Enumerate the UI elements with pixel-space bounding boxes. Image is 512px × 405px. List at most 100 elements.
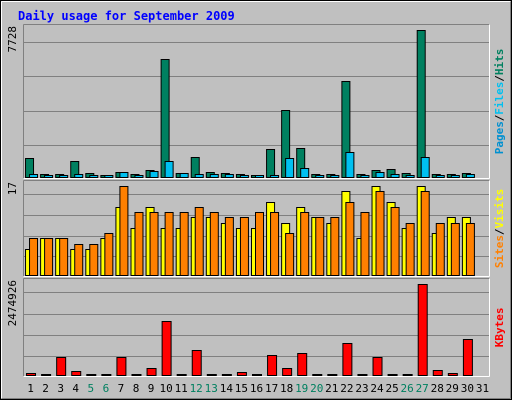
bar-kbytes-day-8 <box>131 374 142 376</box>
panel-3: 2474926 <box>6 278 490 377</box>
bar-kbytes-day-18 <box>282 368 293 376</box>
bar-kbytes-day-24 <box>372 357 383 376</box>
y-axis-max-label: 7728 <box>6 26 19 53</box>
bar-sites-day-24 <box>375 191 385 276</box>
bar-kbytes-day-23 <box>357 374 368 376</box>
legend-panel-2: Sites/Visits <box>493 189 506 268</box>
bar-kbytes-day-7 <box>116 357 127 376</box>
bar-kbytes-day-20 <box>312 374 323 376</box>
legend-kbytes: KBytes <box>493 308 506 348</box>
legend-pages: Pages <box>493 121 506 154</box>
bar-sites-day-22 <box>345 202 355 276</box>
legend-separator: / <box>493 114 506 121</box>
day-label-13: 13 <box>205 382 218 395</box>
bar-kbytes-day-2 <box>41 374 52 376</box>
bar-kbytes-day-12 <box>191 350 202 376</box>
bar-hits-day-27 <box>416 30 426 178</box>
day-label-22: 22 <box>340 382 353 395</box>
bar-files-day-9 <box>149 171 159 178</box>
bar-sites-day-12 <box>194 207 204 276</box>
day-label-21: 21 <box>325 382 338 395</box>
day-label-30: 30 <box>461 382 474 395</box>
day-axis: 1 2 3 4 5 6 7 8 9 10 11 12 13 14 15 16 17 18 19 20 21 22 23 24 2… <box>27 382 489 395</box>
bar-sites-day-5 <box>89 244 99 276</box>
day-label-15: 15 <box>235 382 248 395</box>
bar-files-day-20 <box>315 175 325 178</box>
bar-files-day-17 <box>270 175 280 178</box>
day-label-29: 29 <box>446 382 459 395</box>
legend-sites: Sites <box>493 235 506 268</box>
bar-files-day-15 <box>239 175 249 178</box>
day-label-23: 23 <box>355 382 368 395</box>
bar-sites-day-16 <box>255 212 264 276</box>
day-label-7: 7 <box>118 382 125 395</box>
bar-kbytes-day-26 <box>402 374 413 376</box>
bar-sites-day-1 <box>29 238 39 276</box>
bar-files-day-11 <box>179 173 189 178</box>
bar-kbytes-day-3 <box>56 357 67 376</box>
y-axis-max-label: 17 <box>6 182 19 195</box>
bar-files-day-10 <box>164 161 174 178</box>
panel-2: 17 <box>6 180 490 277</box>
day-label-5: 5 <box>87 382 94 395</box>
day-label-16: 16 <box>250 382 263 395</box>
bar-sites-day-28 <box>435 223 445 276</box>
bar-files-day-2 <box>44 175 54 178</box>
day-label-11: 11 <box>175 382 188 395</box>
bar-files-day-25 <box>390 174 400 178</box>
day-label-9: 9 <box>148 382 155 395</box>
legend-separator: / <box>493 228 506 235</box>
day-label-28: 28 <box>431 382 444 395</box>
legend-hits: Hits <box>493 49 506 76</box>
y-axis-max-label: 2474926 <box>6 280 19 326</box>
bar-files-day-22 <box>345 152 355 178</box>
bar-files-day-3 <box>59 175 69 178</box>
bar-files-day-18 <box>285 158 295 178</box>
bar-kbytes-day-14 <box>221 374 232 376</box>
bar-files-day-27 <box>420 157 430 178</box>
bar-sites-day-21 <box>330 217 340 276</box>
panel-1: 7728 <box>6 24 490 179</box>
day-label-4: 4 <box>72 382 79 395</box>
bar-sites-day-9 <box>149 212 159 276</box>
day-label-24: 24 <box>370 382 384 395</box>
legend-separator: / <box>493 75 506 82</box>
bar-files-day-5 <box>89 175 99 178</box>
bar-kbytes-day-17 <box>267 355 278 376</box>
chart-title: Daily usage for September 2009 <box>18 9 235 23</box>
bar-sites-day-13 <box>209 212 219 276</box>
day-label-20: 20 <box>310 382 323 395</box>
bar-kbytes-day-27 <box>417 284 428 376</box>
bar-sites-day-23 <box>360 212 370 276</box>
bar-files-day-13 <box>209 174 219 178</box>
day-label-31: 31 <box>476 382 489 395</box>
panel-background <box>23 24 490 179</box>
day-label-17: 17 <box>265 382 278 395</box>
bar-kbytes-day-10 <box>161 321 172 376</box>
day-label-3: 3 <box>57 382 64 395</box>
bar-hits-day-10 <box>160 59 170 178</box>
panel-background <box>23 278 490 377</box>
bar-kbytes-day-5 <box>86 374 97 376</box>
legend-panel-1: Pages/Files/Hits <box>493 49 506 155</box>
day-label-8: 8 <box>133 382 140 395</box>
day-label-1: 1 <box>27 382 34 395</box>
bar-kbytes-day-30 <box>462 339 473 376</box>
bar-sites-day-27 <box>420 191 430 276</box>
bar-files-day-1 <box>29 174 39 178</box>
bar-sites-day-20 <box>315 217 325 276</box>
bar-kbytes-day-29 <box>447 373 458 376</box>
day-label-25: 25 <box>385 382 398 395</box>
bar-kbytes-day-19 <box>297 353 308 376</box>
bar-files-day-30 <box>465 174 475 178</box>
bar-sites-day-6 <box>104 233 114 276</box>
bar-files-day-16 <box>255 175 264 178</box>
bar-files-day-21 <box>330 175 340 178</box>
bar-sites-day-11 <box>179 212 189 276</box>
bar-files-day-28 <box>435 175 445 178</box>
bar-files-day-24 <box>375 172 385 178</box>
bar-kbytes-day-4 <box>71 371 82 376</box>
bar-sites-day-17 <box>270 212 280 276</box>
bar-kbytes-day-22 <box>342 343 353 376</box>
